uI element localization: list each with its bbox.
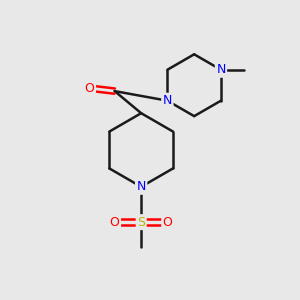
Text: N: N — [163, 94, 172, 107]
Text: N: N — [136, 180, 146, 193]
Text: S: S — [137, 216, 145, 229]
Text: O: O — [110, 216, 120, 229]
Text: O: O — [85, 82, 94, 95]
Text: O: O — [163, 216, 172, 229]
Text: N: N — [216, 63, 226, 76]
